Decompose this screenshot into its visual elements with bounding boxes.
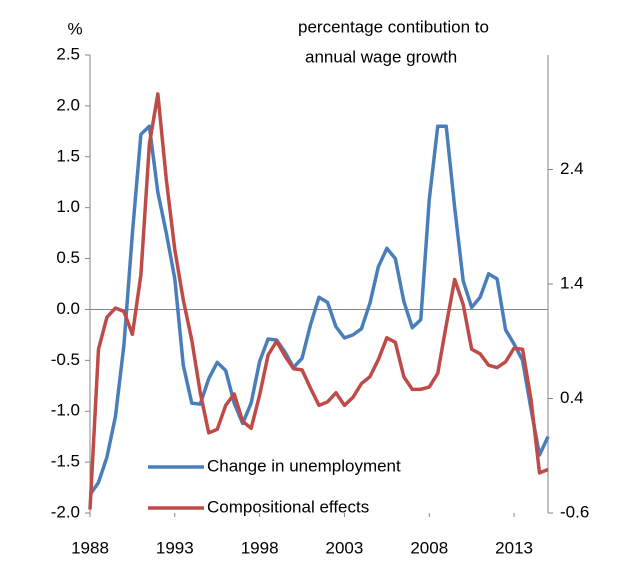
y-tick-label: 1.5 <box>56 146 80 165</box>
y-tick-label: 0.0 <box>56 299 80 318</box>
x-tick-label: 1998 <box>241 538 279 556</box>
y-tick-label: 2.0 <box>56 95 80 114</box>
y-tick-label: 2.5 <box>56 44 80 63</box>
y2-axis-label: annual wage growth <box>305 47 457 66</box>
x-tick-label: 1988 <box>71 538 109 556</box>
legend-label: Compositional effects <box>207 497 369 516</box>
y-tick-label: -1.5 <box>51 452 80 471</box>
x-tick-label: 1993 <box>156 538 194 556</box>
series-line <box>88 92 549 510</box>
y2-tick-label: 0.4 <box>560 388 584 407</box>
y2-tick-label: 1.4 <box>560 273 584 292</box>
y-tick-label: 1.0 <box>56 197 80 216</box>
y-tick-label: 0.5 <box>56 248 80 267</box>
y2-tick-label: 2.4 <box>560 159 584 178</box>
legend-label: Change in unemployment <box>207 456 401 475</box>
series-line <box>88 124 550 496</box>
y-tick-label: -1.0 <box>51 401 80 420</box>
y2-tick-label: -0.6 <box>560 502 589 521</box>
x-tick-label: 2008 <box>410 538 448 556</box>
y-tick-label: -2.0 <box>51 502 80 521</box>
y-axis-label: % <box>67 19 82 38</box>
x-tick-label: 2013 <box>495 538 533 556</box>
x-tick-label: 2003 <box>326 538 364 556</box>
y-tick-label: -0.5 <box>51 350 80 369</box>
y2-axis-label: percentage contibution to <box>298 17 489 36</box>
